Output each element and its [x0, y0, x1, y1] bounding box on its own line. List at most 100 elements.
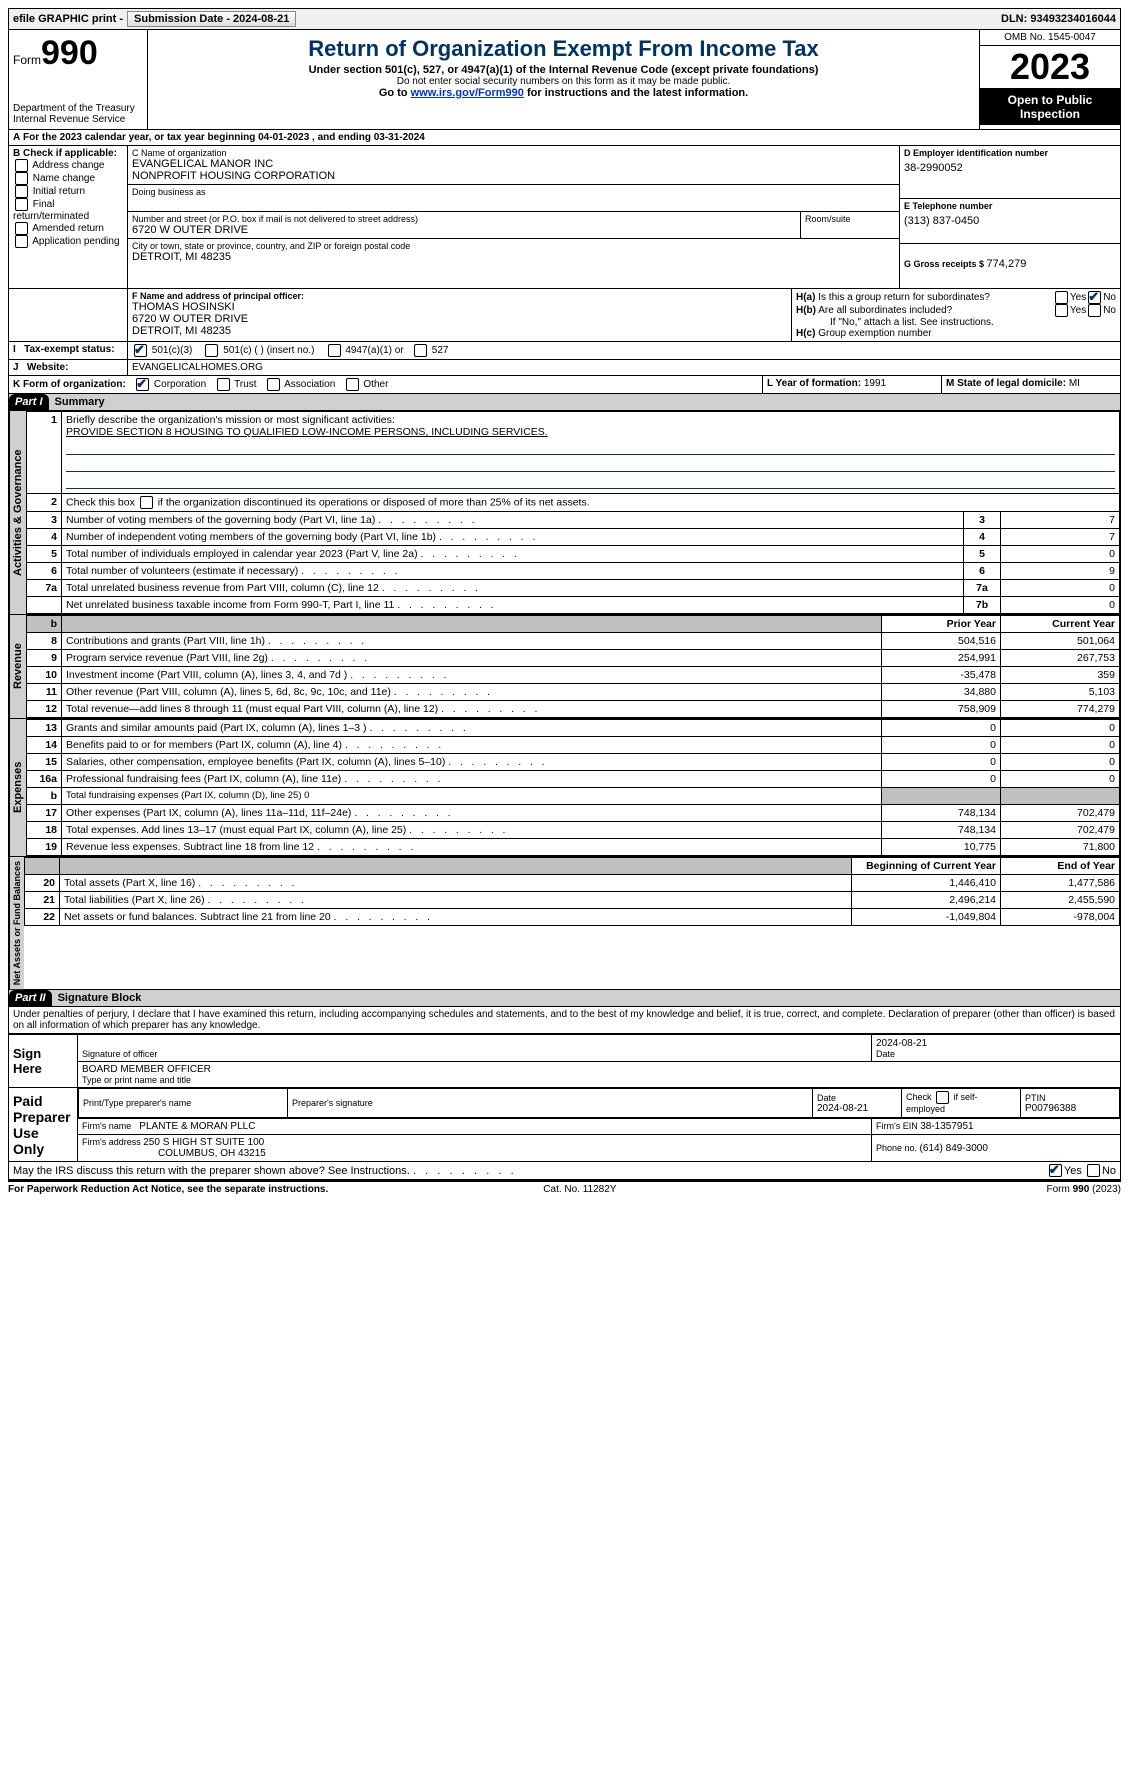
na-side-label: Net Assets or Fund Balances [9, 857, 24, 989]
dept-treasury: Department of the Treasury [13, 103, 143, 114]
table-row: 7aTotal unrelated business revenue from … [27, 580, 1120, 597]
page-footer: For Paperwork Reduction Act Notice, see … [8, 1180, 1121, 1195]
firm-name: PLANTE & MORAN PLLC [139, 1121, 255, 1132]
table-row: 19Revenue less expenses. Subtract line 1… [27, 839, 1120, 856]
g-label: G Gross receipts $ [904, 259, 987, 269]
table-row: 16aProfessional fundraising fees (Part I… [27, 771, 1120, 788]
table-row: 8Contributions and grants (Part VIII, li… [27, 633, 1120, 650]
table-row: 21Total liabilities (Part X, line 26)2,4… [25, 892, 1120, 909]
table-row: 12Total revenue—add lines 8 through 11 (… [27, 701, 1120, 718]
rev-table: b Prior Year Current Year 8Contributions… [26, 615, 1120, 718]
l2-checkbox[interactable] [140, 496, 153, 509]
hb-note: If "No," attach a list. See instructions… [796, 317, 1116, 328]
b-option: Amended return [13, 222, 123, 235]
year-formation: 1991 [864, 378, 886, 389]
form-title-block: Return of Organization Exempt From Incom… [148, 30, 980, 129]
rev-side-label: Revenue [9, 615, 26, 718]
b-option: Application pending [13, 235, 123, 248]
phone: (313) 837-0450 [904, 215, 1116, 227]
b-opt-checkbox[interactable] [15, 235, 28, 248]
form-header: Form990 Department of the Treasury Inter… [8, 30, 1121, 130]
part-ii-header: Part II Signature Block [8, 990, 1121, 1007]
begin-year-hdr: Beginning of Current Year [852, 858, 1001, 875]
b-opt-checkbox[interactable] [15, 159, 28, 172]
may-irs-no-checkbox[interactable] [1087, 1164, 1100, 1177]
fh-block: F Name and address of principal officer:… [8, 289, 1121, 342]
k-trust-checkbox[interactable] [217, 378, 230, 391]
b-opt-checkbox[interactable] [15, 172, 28, 185]
m-label: M State of legal domicile: [946, 378, 1069, 389]
b-opt-checkbox[interactable] [15, 185, 28, 198]
ha-no-checkbox[interactable] [1088, 291, 1101, 304]
submission-date-button[interactable]: Submission Date - 2024-08-21 [127, 11, 296, 27]
na-table: Beginning of Current Year End of Year 20… [24, 857, 1120, 926]
cat-no: Cat. No. 11282Y [543, 1184, 616, 1195]
hc-label: H(c) Group exemption number [796, 328, 1116, 339]
domicile-state: MI [1069, 378, 1080, 389]
org-name-1: EVANGELICAL MANOR INC [132, 158, 895, 170]
ha-yes-checkbox[interactable] [1055, 291, 1068, 304]
exp-table: 13Grants and similar amounts paid (Part … [26, 719, 1120, 856]
officer-city: DETROIT, MI 48235 [132, 325, 787, 337]
table-row: 10Investment income (Part VIII, column (… [27, 667, 1120, 684]
mission-text: PROVIDE SECTION 8 HOUSING TO QUALIFIED L… [66, 426, 548, 438]
i-527-checkbox[interactable] [414, 344, 427, 357]
firm-addr1: 250 S HIGH ST SUITE 100 [143, 1137, 264, 1148]
part-i-header: Part I Summary [8, 394, 1121, 411]
website: EVANGELICALHOMES.ORG [132, 362, 263, 373]
irs-link[interactable]: www.irs.gov/Form990 [411, 87, 524, 99]
b-opt-checkbox[interactable] [15, 198, 28, 211]
ptin-label: PTIN [1025, 1093, 1115, 1103]
table-row: 15Salaries, other compensation, employee… [27, 754, 1120, 771]
city-label: City or town, state or province, country… [132, 241, 895, 251]
rev-section: Revenue b Prior Year Current Year 8Contr… [8, 615, 1121, 719]
k-corp-checkbox[interactable] [136, 378, 149, 391]
table-row: 22Net assets or fund balances. Subtract … [25, 909, 1120, 926]
room-label: Room/suite [805, 214, 895, 224]
b-label: B Check if applicable: [13, 148, 123, 159]
sig-officer-label: Signature of officer [82, 1049, 867, 1059]
table-row: 17Other expenses (Part IX, column (A), l… [27, 805, 1120, 822]
curr-year-hdr: Current Year [1001, 616, 1120, 633]
b-option: Final return/terminated [13, 198, 123, 222]
f-label: F Name and address of principal officer: [132, 291, 787, 301]
i-4947-checkbox[interactable] [328, 344, 341, 357]
org-city: DETROIT, MI 48235 [132, 251, 895, 263]
form-subtitle: Under section 501(c), 527, or 4947(a)(1)… [152, 64, 975, 76]
hb-label: H(b) Are all subordinates included? [796, 305, 1053, 316]
table-row: 9Program service revenue (Part VIII, lin… [27, 650, 1120, 667]
irs-label: Internal Revenue Service [13, 114, 143, 125]
addr-label: Number and street (or P.O. box if mail i… [132, 214, 796, 224]
title-label: Type or print name and title [82, 1075, 1116, 1085]
tax-year: 2023 [980, 46, 1120, 89]
section-b: B Check if applicable: Address change Na… [9, 146, 128, 288]
form-title: Return of Organization Exempt From Incom… [152, 36, 975, 62]
pra-notice: For Paperwork Reduction Act Notice, see … [8, 1184, 328, 1195]
i-501c3-checkbox[interactable] [134, 344, 147, 357]
part-i-num: Part I [9, 394, 49, 410]
date-label: Date [876, 1049, 1116, 1059]
ag-table: 1 Briefly describe the organization's mi… [26, 411, 1120, 614]
table-row: 6Total number of volunteers (estimate if… [27, 563, 1120, 580]
ein: 38-2990052 [904, 162, 1116, 174]
may-irs-yes-checkbox[interactable] [1049, 1164, 1062, 1177]
prep-date: 2024-08-21 [817, 1103, 897, 1114]
exp-section: Expenses 13Grants and similar amounts pa… [8, 719, 1121, 857]
b-opt-checkbox[interactable] [15, 222, 28, 235]
k-assoc-checkbox[interactable] [267, 378, 280, 391]
self-employed-checkbox[interactable] [936, 1091, 949, 1104]
na-section: Net Assets or Fund Balances Beginning of… [8, 857, 1121, 990]
table-row: 5Total number of individuals employed in… [27, 546, 1120, 563]
k-other-checkbox[interactable] [346, 378, 359, 391]
j-row: J Website: EVANGELICALHOMES.ORG [8, 360, 1121, 376]
hb-no-checkbox[interactable] [1088, 304, 1101, 317]
officer-name: THOMAS HOSINSKI [132, 301, 787, 313]
top-toolbar: efile GRAPHIC print - Submission Date - … [8, 8, 1121, 30]
firm-phone: (614) 849-3000 [920, 1143, 988, 1154]
e-label: E Telephone number [904, 201, 1116, 211]
sign-here-label: Sign Here [9, 1035, 78, 1088]
form-id-block: Form990 Department of the Treasury Inter… [9, 30, 148, 129]
i-501c-checkbox[interactable] [205, 344, 218, 357]
org-street: 6720 W OUTER DRIVE [132, 224, 796, 236]
hb-yes-checkbox[interactable] [1055, 304, 1068, 317]
